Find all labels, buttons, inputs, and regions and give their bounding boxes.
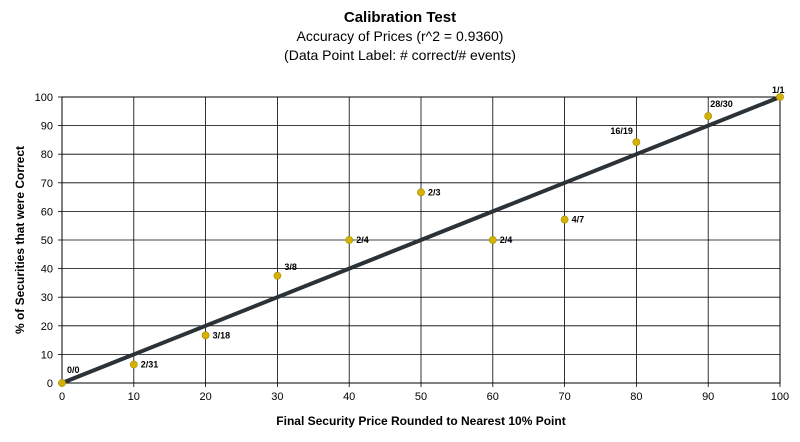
data-point [345, 236, 354, 244]
data-label: 3/18 [213, 330, 231, 340]
data-label: 2/4 [500, 235, 513, 245]
x-tick-label: 60 [487, 391, 499, 403]
data-labels: 0/0 2/31 3/18 3/8 2/4 2/3 2/4 4/7 16/19 28/30 1/1 [67, 85, 785, 375]
y-tick-label: 30 [41, 292, 53, 304]
data-point [488, 236, 497, 244]
data-point [704, 112, 713, 120]
y-tick-label: 60 [41, 206, 53, 218]
plot-border [61, 96, 781, 384]
y-tick-label: 0 [47, 378, 53, 390]
x-axis-title: Final Security Price Rounded to Nearest … [276, 414, 565, 428]
x-tick-label: 80 [630, 391, 642, 403]
data-label: 2/4 [356, 235, 369, 245]
chart-subtitle: Accuracy of Prices (r^2 = 0.9360) [296, 28, 504, 44]
x-tick-label: 0 [59, 391, 65, 403]
x-tick-label: 90 [702, 391, 714, 403]
data-label: 1/1 [772, 85, 785, 95]
tick-labels: 0 10 20 30 40 50 60 70 80 90 100 0 10 20 30 40 50 60 70 80 9… [35, 92, 790, 403]
chart-subtitle-2: (Data Point Label: # correct/# events) [284, 47, 516, 63]
x-tick-label: 100 [771, 391, 789, 403]
y-axis-title: % of Securities that were Correct [13, 146, 27, 334]
data-point [129, 360, 138, 369]
data-label: 2/3 [428, 187, 441, 197]
title-block: Calibration Test Accuracy of Prices (r^2… [0, 8, 800, 65]
data-point [776, 93, 784, 101]
data-point [632, 138, 641, 147]
y-tick-label: 50 [41, 235, 53, 247]
data-label: 4/7 [572, 215, 585, 225]
reference-line [60, 95, 782, 385]
data-label: 3/8 [284, 262, 297, 272]
data-label: 2/31 [141, 360, 159, 370]
y-tick-label: 10 [41, 349, 53, 361]
x-tick-label: 30 [271, 391, 283, 403]
x-tick-label: 10 [128, 391, 140, 403]
data-point [273, 271, 282, 280]
data-point [201, 331, 210, 340]
data-label: 0/0 [67, 365, 80, 375]
y-tick-label: 40 [41, 264, 53, 276]
data-label: 16/19 [610, 126, 633, 136]
reference-line-layer [60, 95, 782, 385]
x-tick-label: 20 [199, 391, 211, 403]
data-point [58, 379, 66, 387]
y-tick-label: 20 [41, 321, 53, 333]
data-point [560, 215, 569, 224]
y-tick-label: 70 [41, 178, 53, 190]
x-tick-label: 40 [343, 391, 355, 403]
x-tick-label: 70 [558, 391, 570, 403]
y-tick-label: 90 [41, 121, 53, 133]
x-tick-label: 50 [415, 391, 427, 403]
chart-title: Calibration Test [343, 9, 457, 26]
y-tick-label: 100 [35, 92, 53, 104]
data-point [417, 188, 425, 197]
y-tick-label: 80 [41, 149, 53, 161]
data-label: 28/30 [710, 99, 733, 109]
points [58, 93, 784, 387]
